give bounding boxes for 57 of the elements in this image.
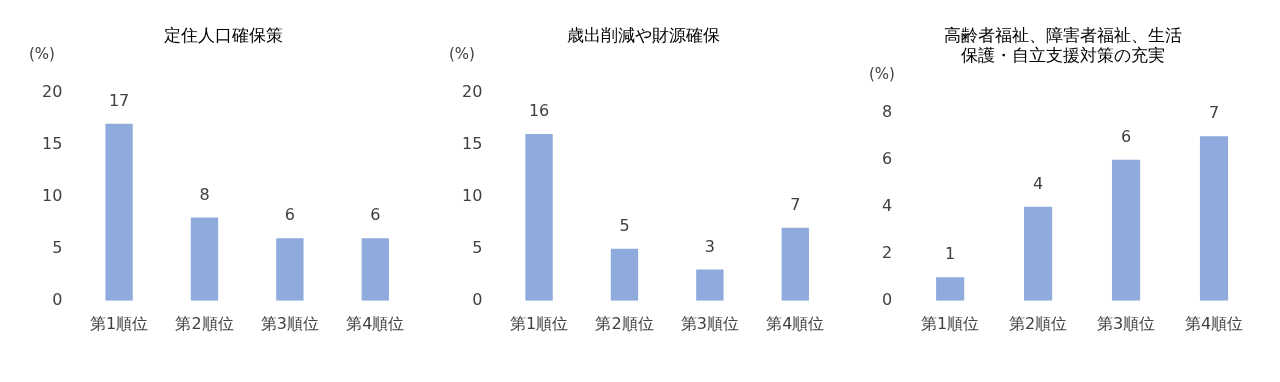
y-tick-label: 4	[881, 195, 893, 215]
x-tick-label: 第2順位	[175, 313, 234, 333]
bar	[610, 248, 639, 301]
y-tick-label: 10	[462, 185, 483, 205]
y-axis-title: (%)	[29, 44, 55, 63]
bar	[525, 134, 553, 301]
y-tick-label: 8	[881, 101, 893, 121]
y-axis-title: (%)	[449, 44, 475, 63]
y-tick-label: 5	[472, 237, 483, 257]
bar	[936, 277, 965, 301]
y-tick-label: 2	[881, 242, 893, 262]
x-tick-label: 第2順位	[1009, 313, 1068, 333]
bar	[1199, 136, 1229, 301]
data-label: 8	[199, 184, 210, 204]
y-tick-label: 10	[42, 185, 63, 205]
x-tick-label: 第2順位	[595, 313, 654, 333]
y-tick-label: 15	[462, 133, 483, 153]
bar	[361, 238, 389, 301]
x-tick-label: 第1順位	[89, 313, 149, 333]
data-label: 3	[704, 236, 715, 256]
y-tick-label: 20	[462, 81, 483, 101]
x-tick-label: 第1順位	[921, 313, 980, 333]
chart-title: 高齢者福祉、障害者福祉、生活保護・自立支援対策の充実	[944, 24, 1182, 66]
chart-title: 定住人口確保策	[163, 24, 283, 45]
x-tick-label: 第1順位	[509, 313, 569, 333]
bar	[105, 123, 133, 301]
data-label: 6	[370, 205, 381, 225]
x-tick-label: 第4順位	[766, 313, 825, 333]
data-label: 7	[790, 195, 801, 215]
y-tick-label: 15	[42, 133, 63, 153]
data-label: 4	[1033, 173, 1044, 193]
bar	[190, 217, 219, 301]
y-axis-title: (%)	[869, 65, 895, 84]
y-tick-label: 6	[881, 148, 893, 168]
data-label: 17	[108, 90, 130, 110]
x-tick-label: 第3順位	[1096, 313, 1156, 333]
x-tick-label: 第4順位	[1184, 313, 1244, 333]
bar	[781, 227, 809, 301]
bar	[276, 238, 304, 301]
y-tick-label: 20	[42, 81, 63, 101]
data-label: 5	[619, 215, 630, 235]
bar	[1024, 206, 1053, 301]
data-label: 6	[1120, 126, 1132, 146]
x-tick-label: 第3順位	[680, 313, 739, 333]
x-tick-label: 第3順位	[260, 313, 319, 333]
data-label: 6	[284, 205, 295, 225]
x-tick-label: 第4順位	[346, 313, 405, 333]
data-label: 7	[1208, 103, 1220, 123]
data-label: 1	[945, 244, 956, 264]
y-tick-label: 5	[52, 237, 63, 257]
y-tick-label: 0	[52, 289, 63, 309]
y-tick-label: 0	[881, 289, 893, 309]
y-tick-label: 0	[472, 289, 483, 309]
bar	[696, 269, 724, 301]
chart-title: 歳出削減や財源確保	[566, 24, 720, 45]
bar	[1111, 159, 1141, 301]
data-label: 16	[528, 101, 550, 121]
